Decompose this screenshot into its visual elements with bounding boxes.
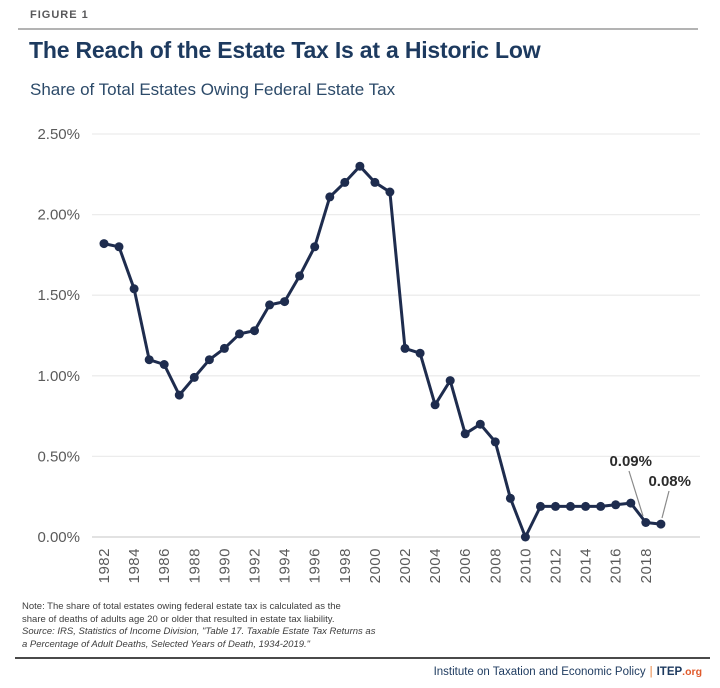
data-point: [250, 326, 259, 336]
x-tick-label: 2014: [578, 548, 595, 583]
estate-tax-line-chart: 0.00% 0.50% 1.00% 1.50% 2.00% 2.50% 1982 1984 19…: [37, 126, 700, 583]
x-tick-label: 2002: [397, 548, 414, 583]
x-tick-label: 1984: [126, 548, 143, 583]
x-tick-label: 2010: [517, 548, 534, 583]
chart-subtitle: Share of Total Estates Owing Federal Est…: [30, 80, 396, 99]
data-point: [430, 400, 440, 410]
itep-logo-text[interactable]: ITEP: [656, 666, 683, 678]
y-tick-label: 1.00%: [37, 368, 80, 385]
data-point: [400, 343, 410, 353]
y-tick-label: 2.50%: [37, 126, 80, 143]
data-point: [219, 343, 229, 353]
x-tick-label: 2016: [608, 548, 625, 583]
series-line: [102, 164, 663, 539]
data-point: [520, 532, 530, 542]
x-tick-label: 1990: [216, 548, 233, 583]
data-point: [626, 498, 636, 508]
data-point: [415, 348, 425, 358]
data-point: [159, 360, 169, 369]
annotation-label: 0.08%: [648, 473, 691, 490]
x-tick-label: 2008: [487, 548, 504, 583]
data-point: [385, 187, 395, 197]
chart-area: 0.00% 0.50% 1.00% 1.50% 2.00% 2.50% 1982 1984 19…: [0, 110, 720, 602]
x-tick-label: 2018: [638, 548, 655, 583]
data-point: [310, 242, 320, 252]
data-point: [280, 297, 290, 307]
note-line: share of deaths of adults age 20 or olde…: [22, 613, 335, 625]
data-point: [536, 501, 545, 511]
data-point: [174, 390, 184, 400]
data-point: [295, 271, 305, 281]
annotation-label: 0.09%: [609, 453, 652, 470]
data-point: [325, 192, 335, 202]
y-tick-label: 2.00%: [37, 207, 80, 224]
source-line: a Percentage of Adult Deaths, Selected Y…: [22, 638, 311, 650]
x-tick-label: 1998: [337, 548, 354, 583]
x-tick-label: 1996: [307, 548, 324, 583]
data-point: [656, 519, 666, 529]
data-point: [460, 429, 470, 439]
y-tick-label: 0.50%: [37, 448, 80, 465]
x-tick-label: 2004: [427, 548, 444, 583]
footer-org-name: Institute on Taxation and Economic Polic…: [433, 666, 646, 678]
x-tick-label: 1986: [156, 548, 173, 583]
source-line: Source: IRS, Statistics of Income Divisi…: [22, 626, 376, 638]
data-point: [551, 501, 560, 511]
itep-logo-suffix[interactable]: .org: [682, 666, 702, 678]
x-tick-label: 1994: [277, 548, 294, 583]
data-point: [265, 300, 275, 310]
y-tick-label: 0.00%: [37, 529, 80, 546]
footer-rule: [15, 657, 710, 659]
data-point: [505, 493, 515, 503]
y-tick-label: 1.50%: [37, 287, 80, 304]
annotation-leader-line: [661, 490, 670, 519]
data-point: [566, 501, 575, 511]
chart-title: The Reach of the Estate Tax Is at a Hist…: [29, 37, 541, 63]
footer: Institute on Taxation and Economic Polic…: [434, 666, 702, 678]
note-line: Note: The share of total estates owing f…: [22, 601, 341, 612]
header-rule: [18, 28, 698, 30]
data-point: [370, 177, 380, 187]
data-point: [596, 501, 606, 511]
data-point: [355, 161, 365, 171]
x-tick-label: 1988: [186, 548, 203, 583]
data-point: [204, 355, 214, 365]
data-point: [641, 518, 651, 527]
data-point: [144, 355, 154, 365]
chart-note: Note: The share of total estates owing f…: [22, 601, 375, 651]
data-point: [129, 284, 139, 294]
data-point: [235, 329, 244, 339]
annotation-leader-line: [628, 470, 644, 517]
x-tick-label: 1992: [247, 548, 264, 583]
data-point: [445, 376, 455, 386]
data-point: [340, 177, 350, 187]
x-tick-label: 2012: [548, 548, 565, 583]
data-point: [490, 437, 500, 447]
data-point: [475, 419, 485, 429]
data-point: [581, 501, 591, 511]
data-point: [189, 372, 199, 382]
x-tick-label: 2000: [367, 548, 384, 583]
data-point: [99, 239, 109, 249]
x-tick-label: 1982: [96, 548, 113, 583]
data-point: [611, 500, 621, 510]
footer-separator: |: [649, 666, 653, 678]
x-tick-label: 2006: [457, 548, 474, 583]
figure-label: FIGURE 1: [30, 9, 89, 21]
data-point: [114, 242, 124, 252]
